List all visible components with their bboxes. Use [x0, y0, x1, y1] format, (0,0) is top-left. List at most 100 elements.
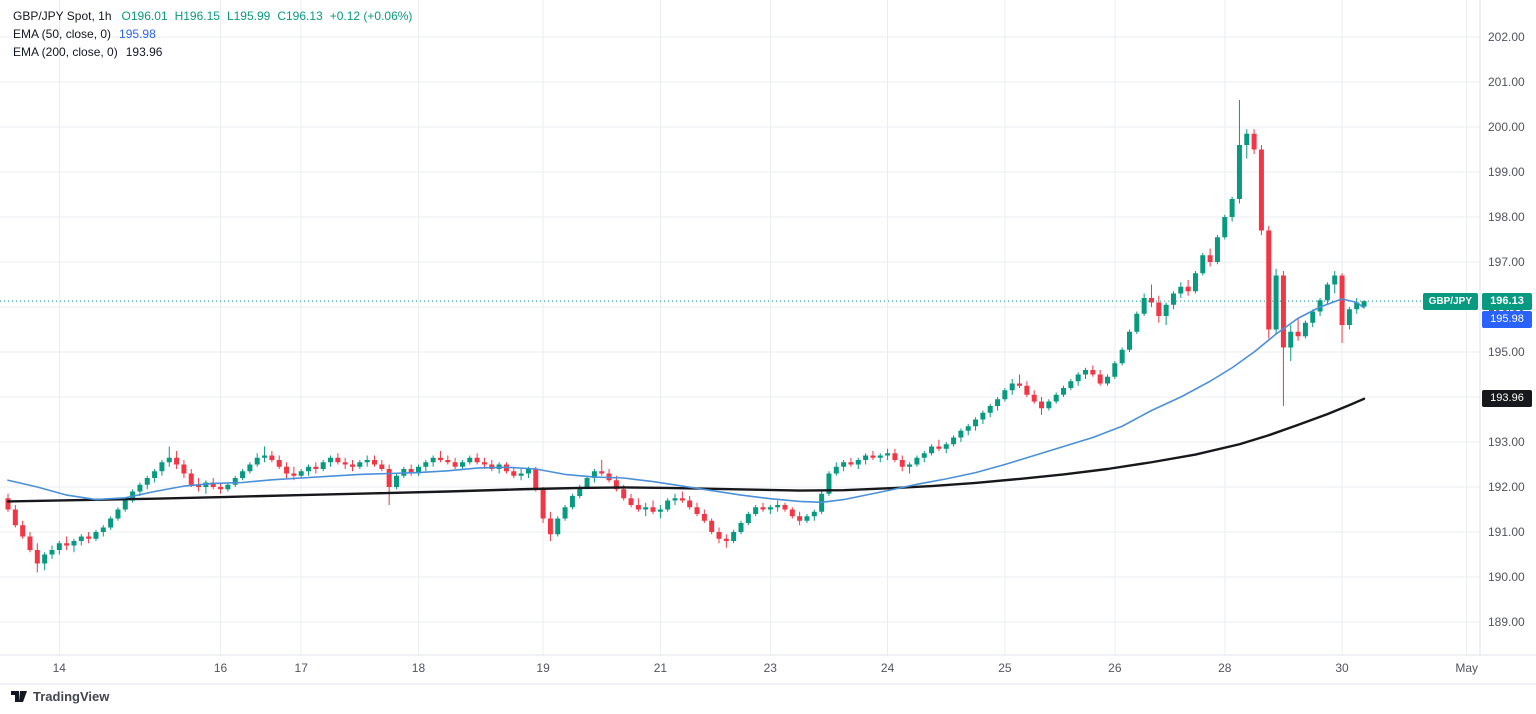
time-axis[interactable] [0, 655, 1536, 684]
candle-body [518, 473, 524, 476]
candle-body [907, 464, 913, 467]
candle-body [12, 509, 18, 526]
candle-body [408, 469, 414, 474]
candle-body [269, 455, 275, 460]
candle-body [254, 457, 260, 465]
candle-body [643, 507, 649, 510]
candle-body [877, 455, 883, 458]
candle-body [701, 514, 707, 521]
candle-body [1119, 349, 1125, 364]
candle-body [628, 498, 634, 505]
tradingview-wordmark: TradingView [33, 688, 110, 704]
candle-body [943, 444, 949, 449]
candle-body [1354, 302, 1360, 310]
candle-body [1178, 286, 1184, 294]
candle-body [1192, 273, 1198, 292]
candle-body [93, 532, 99, 539]
candle-body [144, 478, 150, 485]
candle-body [393, 475, 399, 487]
candle-body [1302, 322, 1308, 337]
candle-body [841, 462, 847, 467]
ema200-value: 193.96 [125, 45, 163, 59]
time-axis-label: 18 [412, 661, 426, 675]
candle-body [621, 489, 627, 499]
candle-body [181, 464, 187, 474]
candle-body [929, 446, 935, 454]
price-axis-label: 200.00 [1488, 120, 1525, 134]
candle-body [1222, 217, 1228, 238]
time-axis-label: 30 [1335, 661, 1349, 675]
candle-body [958, 430, 964, 438]
candle-body [357, 462, 363, 467]
candle-body [525, 469, 531, 474]
candle-body [306, 466, 312, 472]
candle-body [980, 412, 986, 420]
candle-body [1141, 298, 1147, 314]
ema200-legend-row[interactable]: EMA (200, close, 0) 193.96 [13, 43, 419, 61]
candle-body [1310, 311, 1316, 323]
candle-body [159, 462, 165, 472]
candle-body [951, 437, 957, 445]
candle-body [1046, 401, 1052, 409]
candle-body [1266, 230, 1272, 330]
ema50-value: 195.98 [119, 27, 156, 41]
candle-body [452, 462, 458, 467]
candle-body [760, 507, 766, 510]
candle-body [423, 462, 429, 467]
price-axis-label: 201.00 [1488, 75, 1525, 89]
candle-body [613, 480, 619, 490]
price-change: +0.12 (+0.06%) [329, 9, 413, 23]
candle-body [833, 466, 839, 474]
candle-body [1105, 376, 1110, 384]
candle-body [342, 462, 348, 465]
time-axis-label: 25 [998, 661, 1012, 675]
price-axis-label: 193.00 [1488, 435, 1525, 449]
ema50-label: EMA (50, close, 0) [13, 27, 112, 41]
candle-body [731, 532, 737, 541]
candle-body [921, 453, 927, 458]
tradingview-logo[interactable]: TradingView [10, 687, 109, 705]
candle-body [789, 509, 795, 517]
candle-body [328, 457, 334, 463]
candle-body [973, 419, 979, 427]
candle-body [723, 538, 729, 541]
ema200-line [6, 397, 1366, 503]
candle-body [848, 462, 854, 465]
candle-body [1112, 363, 1118, 377]
legend: GBP/JPY Spot, 1h O196.01 H196.15 L195.99… [13, 7, 419, 61]
candle-body [71, 541, 77, 546]
candle-body [350, 464, 356, 467]
candle-body [1332, 275, 1338, 285]
price-axis-label: 198.00 [1488, 210, 1525, 224]
candle-body [467, 457, 473, 463]
candle-body [481, 462, 487, 465]
candle-body [335, 457, 341, 463]
candle-body [738, 523, 744, 532]
candle-body [899, 460, 905, 467]
candle-body [1207, 255, 1213, 262]
ema200-price-badge: 193.96 [1482, 390, 1532, 408]
candle-body [804, 516, 810, 521]
candle-body [753, 507, 759, 514]
price-axis-label: 190.00 [1488, 570, 1525, 584]
candle-body [1324, 284, 1330, 301]
symbol-title[interactable]: GBP/JPY Spot, 1h [13, 9, 112, 23]
price-axis-label: 195.00 [1488, 345, 1525, 359]
candle-body [210, 482, 216, 487]
candle-body [166, 457, 172, 463]
candle-body [364, 460, 370, 463]
candle-body [1039, 401, 1045, 409]
ema50-legend-row[interactable]: EMA (50, close, 0) 195.98 [13, 25, 419, 43]
candle-body [86, 536, 92, 539]
candle-body [1126, 331, 1132, 350]
candle-body [1083, 370, 1089, 375]
candle-body [936, 446, 942, 449]
symbol-legend-row[interactable]: GBP/JPY Spot, 1h O196.01 H196.15 L195.99… [13, 7, 419, 25]
candle-body [489, 464, 495, 469]
candle-body [49, 550, 55, 555]
candle-body [5, 498, 11, 510]
candle-body [1251, 133, 1257, 150]
time-axis-label: 14 [53, 661, 67, 675]
candle-body [430, 457, 436, 463]
